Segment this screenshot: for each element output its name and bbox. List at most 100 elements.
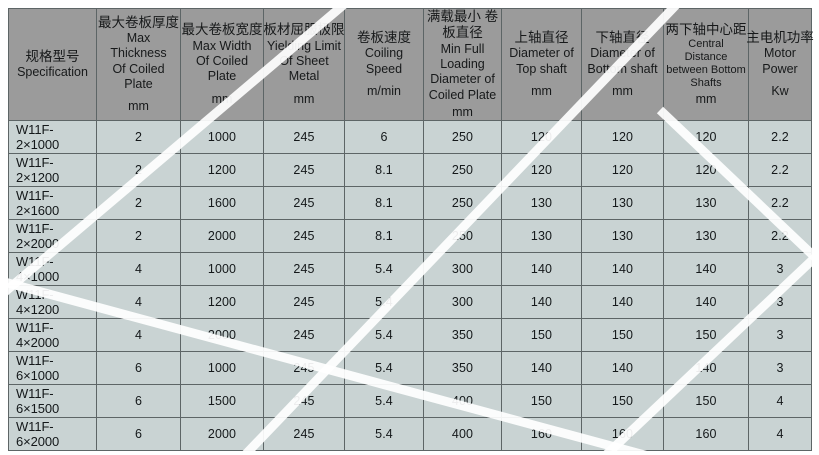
cell-value: 150 [501, 318, 582, 353]
cell-value: 150 [581, 318, 664, 353]
cell-value: 300 [423, 252, 502, 287]
header-cn-max-width: 最大卷板宽度 [181, 22, 263, 38]
cell-value: 250 [423, 120, 502, 155]
table-row: W11F-4×1200 4 1200 245 5.4 300 140 140 140 3 [8, 285, 812, 320]
cell-value: 5.4 [344, 417, 424, 452]
header-en-max-thickness-1: Max Thickness [110, 31, 167, 61]
cell-value: 4 [748, 384, 812, 419]
cell-value: 150 [501, 384, 582, 419]
cell-value: 250 [423, 186, 502, 221]
cell-value: 400 [423, 417, 502, 452]
cell-value: 400 [423, 384, 502, 419]
cell-value: 4 [96, 285, 181, 320]
cell-specification: W11F-6×1000 [8, 351, 97, 386]
header-en-specification: Specification [17, 65, 88, 80]
header-en-motor-power: Motor Power [762, 46, 798, 76]
cell-value: 2.2 [748, 186, 812, 221]
table-row: W11F-2×2000 2 2000 245 8.1 250 130 130 130 2.2 [8, 219, 812, 254]
cell-value: 120 [581, 120, 664, 155]
cell-value: 1000 [180, 351, 264, 386]
cell-value: 2.2 [748, 120, 812, 155]
cell-value: 250 [423, 219, 502, 254]
cell-value: 5.4 [344, 318, 424, 353]
column-header-min-loading-diameter: 满载最小 卷板直径 Min Full Loading Diameter of C… [423, 7, 502, 122]
cell-value: 245 [263, 186, 345, 221]
header-unit-min-loading-diameter: mm [452, 104, 473, 119]
header-en-yielding-limit-1: Yielding Limit [267, 38, 341, 53]
header-unit-motor-power: Kw [771, 83, 789, 98]
header-en-min-loading-diameter-1: Min Full Loading [440, 41, 485, 72]
cell-value: 2.2 [748, 153, 812, 188]
cell-value: 1000 [180, 252, 264, 287]
header-en-bottom-shaft-diameter-2: Bottom shaft [587, 61, 658, 76]
cell-specification: W11F-6×2000 [8, 417, 97, 452]
cell-value: 245 [263, 384, 345, 419]
header-en-min-loading-diameter-3: Coiled Plate [428, 87, 497, 102]
header-cn-bottom-shaft-diameter: 下轴直径 [595, 29, 650, 45]
header-unit-bottom-shaft-diameter: mm [612, 83, 633, 98]
cell-value: 6 [96, 384, 181, 419]
cell-value: 140 [581, 252, 664, 287]
cell-value: 120 [501, 153, 582, 188]
header-en-central-distance-2: between Bottom [666, 64, 746, 77]
cell-value: 150 [581, 384, 664, 419]
table-body: W11F-2×1000 2 1000 245 6 250 120 120 120 2.2 W11F-… [8, 120, 812, 452]
cell-value: 4 [748, 417, 812, 452]
cell-value: 160 [501, 417, 582, 452]
cell-value: 140 [501, 285, 582, 320]
header-unit-max-thickness: mm [128, 99, 149, 114]
column-header-central-distance: 两下轴中心距 Central Distance between Bottom S… [663, 7, 749, 122]
header-en-max-width-2: Of Coiled Plate [195, 54, 249, 84]
header-cn-yielding-limit: 板材屈服极限 [263, 22, 345, 38]
cell-value: 2000 [180, 318, 264, 353]
table-row: W11F-2×1600 2 1600 245 8.1 250 130 130 130 2.2 [8, 186, 812, 221]
cell-value: 140 [501, 351, 582, 386]
table-row: W11F-4×2000 4 2000 245 5.4 350 150 150 150 3 [8, 318, 812, 353]
cell-value: 140 [581, 285, 664, 320]
cell-value: 8.1 [344, 153, 424, 188]
header-cn-min-loading-diameter: 满载最小 卷板直径 [426, 9, 499, 41]
cell-value: 6 [96, 351, 181, 386]
cell-value: 4 [96, 252, 181, 287]
cell-specification: W11F-4×1000 [8, 252, 97, 287]
header-en-coiling-speed: Coiling Speed [364, 46, 404, 76]
header-cn-top-shaft-diameter: 上轴直径 [514, 29, 569, 45]
column-header-motor-power: 主电机功率 Motor Power Kw [746, 7, 814, 122]
cell-value: 2 [96, 153, 181, 188]
table-row: W11F-6×1000 6 1000 245 5.4 350 140 140 140 3 [8, 351, 812, 386]
header-en-bottom-shaft-diameter-1: Diameter of [590, 46, 655, 61]
header-cn-specification: 规格型号 [25, 48, 80, 64]
column-header-yielding-limit: 板材屈服极限 Yielding Limit Of Sheet Metal mm [263, 7, 345, 122]
cell-value: 130 [501, 186, 582, 221]
cell-value: 2 [96, 186, 181, 221]
cell-value: 245 [263, 417, 345, 452]
cell-value: 245 [263, 252, 345, 287]
cell-value: 140 [663, 351, 749, 386]
cell-value: 2000 [180, 417, 264, 452]
cell-value: 130 [501, 219, 582, 254]
cell-value: 130 [663, 186, 749, 221]
header-en-top-shaft-diameter-2: Top shaft [516, 61, 567, 76]
table-row: W11F-2×1000 2 1000 245 6 250 120 120 120 2.2 [8, 120, 812, 155]
cell-value: 8.1 [344, 219, 424, 254]
cell-value: 1200 [180, 153, 264, 188]
cell-value: 1600 [180, 186, 264, 221]
cell-specification: W11F-4×2000 [8, 318, 97, 353]
cell-value: 130 [663, 219, 749, 254]
cell-specification: W11F-4×1200 [8, 285, 97, 320]
header-en-min-loading-diameter-2: Diameter of [430, 72, 495, 87]
cell-specification: W11F-2×1200 [8, 153, 97, 188]
cell-value: 150 [663, 318, 749, 353]
column-header-bottom-shaft-diameter: 下轴直径 Diameter of Bottom shaft mm [581, 7, 664, 122]
cell-value: 245 [263, 285, 345, 320]
specification-table: 规格型号 Specification 最大卷板厚度 Max Thickness … [8, 7, 814, 452]
cell-value: 6 [344, 120, 424, 155]
cell-value: 5.4 [344, 351, 424, 386]
cell-specification: W11F-2×2000 [8, 219, 97, 254]
cell-value: 3 [748, 351, 812, 386]
cell-specification: W11F-2×1600 [8, 186, 97, 221]
header-unit-central-distance: mm [695, 92, 717, 107]
header-en-central-distance-3: Shafts [690, 77, 722, 90]
cell-value: 5.4 [344, 285, 424, 320]
cell-value: 120 [581, 153, 664, 188]
